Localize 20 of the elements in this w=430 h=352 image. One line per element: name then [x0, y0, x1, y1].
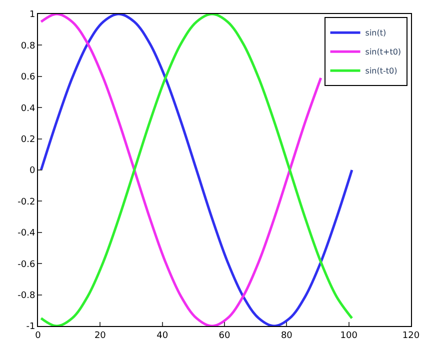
legend-label: sin(t) [365, 28, 386, 38]
x-tick-label: 120 [402, 330, 420, 341]
y-tick-label: 0 [29, 166, 36, 176]
x-tick-label: 80 [280, 330, 293, 341]
y-tick-label: -1 [26, 322, 36, 332]
y-tick-label: 0.2 [20, 134, 36, 145]
x-tick-label: 40 [156, 330, 168, 341]
x-tick-label: 20 [94, 330, 106, 341]
y-tick-label: 1 [29, 10, 36, 20]
x-tick-label: 60 [218, 330, 230, 341]
y-tick-label: -0.6 [18, 260, 36, 270]
y-tick-label: 0.8 [20, 41, 36, 52]
y-tick-label: 0.4 [20, 104, 36, 114]
y-tick-label: -0.8 [18, 290, 36, 301]
y-tick-label: -0.4 [18, 228, 36, 239]
y-tick-label: 0.6 [20, 72, 36, 83]
legend-label: sin(t+t0) [365, 48, 402, 57]
x-tick-label: 100 [340, 330, 358, 341]
legend-label: sin(t-t0) [365, 66, 398, 76]
y-tick-label: -0.2 [18, 197, 36, 208]
